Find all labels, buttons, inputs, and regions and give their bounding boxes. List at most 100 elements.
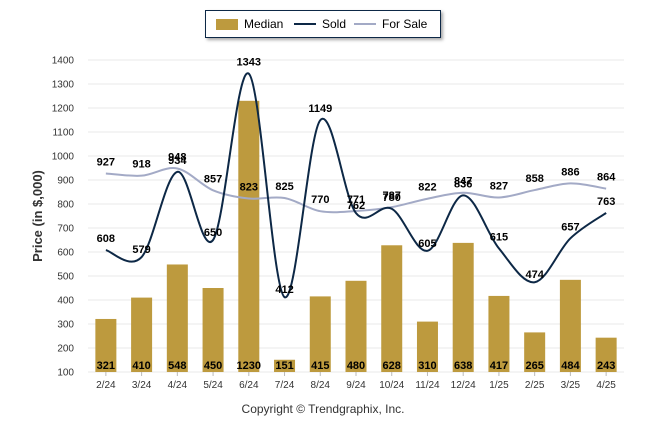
x-tick-label: 10/24 [379, 380, 404, 391]
median-bar [595, 337, 617, 372]
x-tick-label: 6/24 [239, 380, 259, 391]
legend: Median Sold For Sale [205, 10, 441, 38]
sold-data-label: 1343 [237, 57, 261, 69]
x-tick-label: 8/24 [311, 380, 331, 391]
median-data-label: 548 [168, 360, 186, 372]
median-bar [416, 321, 438, 372]
y-tick-label: 700 [57, 224, 74, 235]
x-tick-label: 3/24 [132, 380, 152, 391]
sold-data-label: 474 [525, 269, 544, 281]
y-tick-label: 500 [57, 272, 74, 283]
median-data-label: 243 [597, 360, 615, 372]
x-tick-label: 11/24 [415, 380, 440, 391]
median-data-label: 310 [418, 360, 436, 372]
y-tick-label: 400 [57, 296, 74, 307]
median-data-label: 628 [383, 360, 401, 372]
forsale-data-label: 827 [490, 181, 508, 193]
y-tick-label: 200 [57, 344, 74, 355]
y-tick-label: 600 [57, 248, 74, 259]
y-tick-label: 1400 [52, 56, 75, 67]
x-tick-label: 12/24 [451, 380, 476, 391]
x-tick-label: 9/24 [346, 380, 366, 391]
median-data-label: 450 [204, 360, 222, 372]
sold-data-label: 412 [275, 284, 293, 296]
forsale-data-label: 771 [347, 194, 365, 206]
x-tick-label: 7/24 [275, 380, 295, 391]
forsale-line [105, 167, 607, 214]
x-tick-label: 2/24 [96, 380, 116, 391]
x-tick-label: 4/24 [168, 380, 188, 391]
median-bar [381, 245, 403, 372]
x-tick-label: 3/25 [561, 380, 581, 391]
x-tick-label: 1/25 [489, 380, 509, 391]
median-bar [559, 279, 581, 372]
forsale-data-label: 825 [275, 181, 293, 193]
sold-data-label: 650 [204, 227, 222, 239]
sold-data-label: 657 [561, 221, 579, 233]
forsale-data-label: 948 [168, 151, 186, 163]
forsale-data-label: 787 [383, 190, 401, 202]
copyright-footer: Copyright © Trendgraphix, Inc. [241, 402, 405, 416]
forsale-swatch [354, 23, 376, 25]
sold-swatch [294, 23, 316, 25]
legend-sold-label: Sold [322, 17, 347, 31]
y-tick-label: 1100 [52, 128, 74, 139]
sold-data-label: 762 [347, 200, 365, 212]
x-tick-label: 4/25 [596, 380, 616, 391]
sold-data-label: 934 [168, 155, 187, 167]
forsale-data-label: 822 [418, 182, 436, 194]
median-data-label: 321 [97, 360, 115, 372]
y-tick-label: 900 [57, 176, 74, 187]
sold-data-label: 615 [490, 231, 508, 243]
y-tick-label: 1300 [52, 80, 75, 91]
median-data-label: 151 [275, 360, 293, 372]
median-data-label: 410 [132, 360, 150, 372]
median-bar [452, 242, 474, 372]
median-bar [274, 359, 296, 372]
median-bar [202, 288, 224, 372]
sold-data-label: 579 [132, 244, 150, 256]
y-tick-label: 300 [57, 320, 74, 331]
median-bar [131, 297, 153, 372]
sold-data-label: 836 [454, 178, 472, 190]
median-data-label: 1230 [237, 360, 261, 372]
median-data-label: 484 [561, 360, 580, 372]
forsale-data-label: 858 [525, 173, 543, 185]
y-tick-label: 1000 [52, 152, 75, 163]
median-bar [95, 318, 117, 372]
median-data-label: 480 [347, 360, 365, 372]
sold-data-label: 608 [97, 233, 115, 245]
y-tick-label: 100 [57, 368, 74, 379]
forsale-data-label: 918 [132, 159, 150, 171]
median-bar [488, 295, 510, 372]
sold-data-label: 1149 [308, 103, 332, 115]
y-tick-label: 1200 [52, 104, 75, 115]
median-bar [345, 280, 367, 372]
sold-line [105, 72, 607, 299]
forsale-data-label: 847 [454, 176, 472, 188]
legend-median-label: Median [244, 17, 284, 31]
median-bar [309, 296, 331, 372]
x-tick-label: 2/25 [525, 380, 545, 391]
sold-data-label: 763 [597, 196, 615, 208]
median-bar [166, 264, 188, 372]
median-swatch [216, 19, 238, 30]
median-data-label: 265 [525, 360, 543, 372]
median-data-label: 638 [454, 360, 472, 372]
median-bar [524, 332, 546, 372]
forsale-data-label: 927 [97, 157, 115, 169]
sold-data-label: 605 [418, 238, 436, 250]
forsale-data-label: 823 [240, 181, 258, 193]
median-bar [238, 100, 260, 373]
y-axis-title: Price (in $,000) [30, 170, 45, 262]
sold-data-label: 780 [383, 192, 401, 204]
median-data-label: 415 [311, 360, 329, 372]
forsale-data-label: 770 [311, 194, 329, 206]
y-tick-label: 800 [57, 200, 74, 211]
x-tick-label: 5/24 [203, 380, 223, 391]
legend-forsale-label: For Sale [382, 17, 428, 31]
median-data-label: 417 [490, 360, 508, 372]
forsale-data-label: 886 [561, 166, 579, 178]
forsale-data-label: 864 [597, 172, 616, 184]
